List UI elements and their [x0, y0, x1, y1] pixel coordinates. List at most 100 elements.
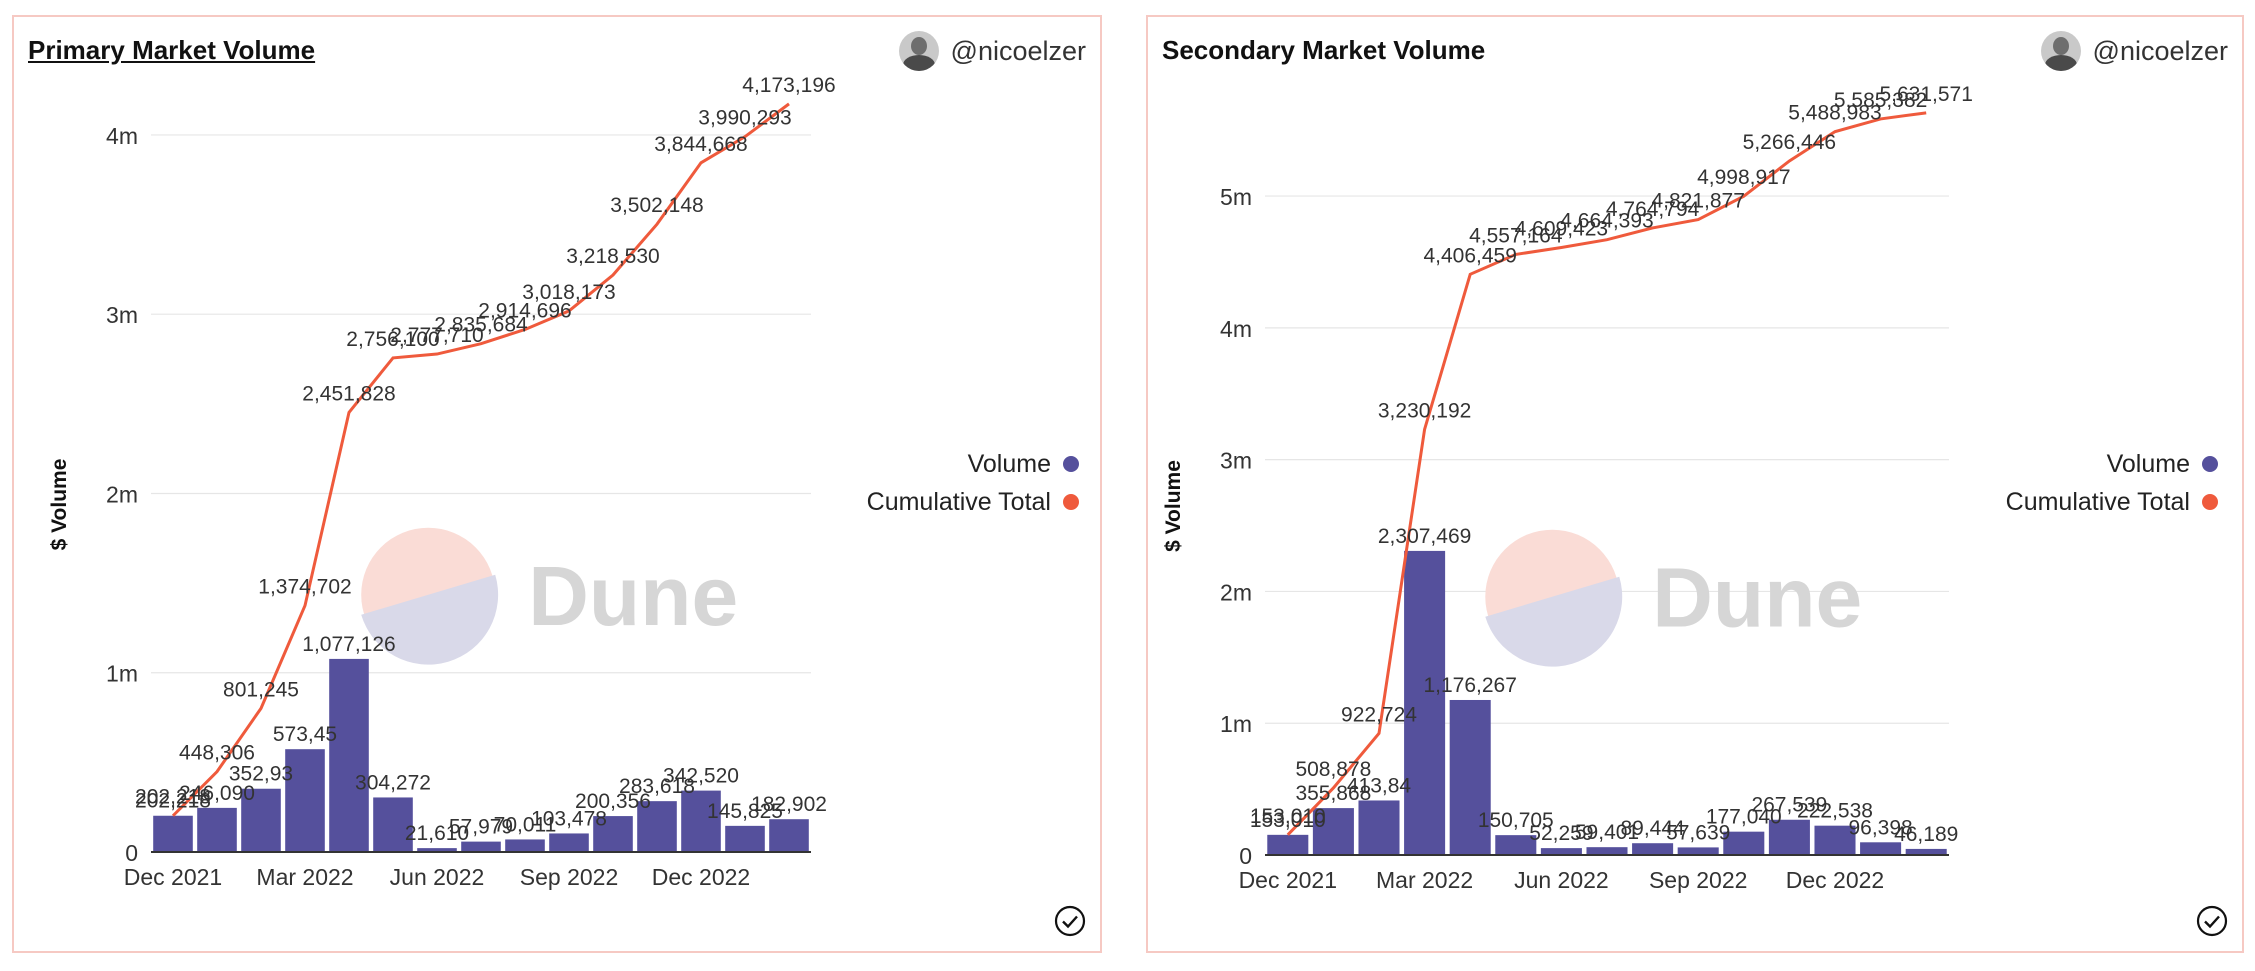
bar-data-label: 89,444 [1620, 817, 1685, 840]
bar-volume [549, 833, 589, 852]
bar-data-label: 182,902 [751, 793, 827, 816]
legend-item-cumulative[interactable]: Cumulative Total [824, 483, 1079, 521]
line-data-label: 4,406,459 [1423, 244, 1516, 267]
bar-data-label: 2,307,469 [1378, 525, 1471, 548]
watermark-text: Dune [528, 549, 738, 643]
line-data-label: 2,451,828 [302, 382, 395, 405]
chart-legend: Volume Cumulative Total [1948, 445, 2218, 521]
bar-volume [505, 839, 545, 852]
chart-title[interactable]: Primary Market Volume [28, 35, 316, 65]
author-badge[interactable]: @nicoelzer [2040, 31, 2228, 71]
legend-dot-volume [2202, 456, 2218, 472]
y-tick-label: 1m [106, 661, 138, 687]
legend-label: Cumulative Total [866, 487, 1051, 516]
check-circle-icon[interactable] [2196, 905, 2228, 937]
x-tick-label: Jun 2022 [390, 864, 485, 890]
bar-volume [1495, 835, 1537, 855]
bar-volume [285, 749, 325, 852]
line-data-label: 5,266,446 [1743, 131, 1836, 154]
chart-title[interactable]: Secondary Market Volume [1162, 35, 1486, 65]
bar-data-label: 267,539 [1751, 794, 1827, 817]
line-data-label: 922,724 [1341, 703, 1417, 726]
author-name: @nicoelzer [950, 35, 1086, 66]
y-tick-label: 0 [125, 840, 138, 866]
line-data-label: 2,756,100 [346, 328, 439, 351]
legend-dot-volume [1063, 456, 1079, 472]
bar-volume [373, 797, 413, 852]
line-data-label: 4,998,917 [1697, 166, 1790, 189]
y-axis-title: $ Volume [1162, 460, 1185, 552]
line-data-label: 5,488,983 [1788, 102, 1881, 125]
bar-volume [1449, 699, 1491, 855]
bar-volume [461, 841, 501, 852]
bar-data-label: 59,401 [1575, 821, 1639, 844]
line-data-label: 4,821,877 [1651, 190, 1744, 213]
watermark-logo-half [361, 574, 499, 665]
author-badge[interactable]: @nicoelzer [898, 31, 1086, 71]
line-data-label: 3,218,530 [566, 245, 659, 268]
legend-item-cumulative[interactable]: Cumulative Total [1948, 483, 2218, 521]
x-tick-label: Dec 2021 [124, 864, 222, 890]
line-data-label: 4,664,393 [1560, 210, 1653, 233]
legend-dot-cumulative [1063, 494, 1079, 510]
y-tick-label: 2m [1220, 579, 1252, 605]
bar-data-label: 145,825 [707, 800, 783, 823]
line-data-label: 3,502,148 [610, 194, 703, 217]
y-axis-title: $ Volume [48, 459, 71, 551]
bar-volume [593, 816, 633, 852]
bar-volume [637, 801, 677, 852]
check-circle-icon[interactable] [1054, 905, 1086, 937]
line-cumulative [1286, 111, 1927, 836]
bar-volume [1632, 843, 1674, 855]
y-tick-label: 3m [1220, 448, 1252, 474]
line-data-label: 4,173,196 [742, 74, 835, 97]
bar-data-label: 46,189 [1894, 823, 1958, 846]
line-data-label: 2,835,684 [434, 314, 528, 337]
x-tick-label: Dec 2022 [1786, 867, 1884, 893]
legend-label: Cumulative Total [2005, 487, 2190, 516]
bar-data-label: 352,93 [229, 763, 293, 786]
watermark-logo-half [1485, 576, 1623, 667]
line-data-label: 4,609,423 [1515, 218, 1608, 241]
bar-data-label: 1,077,126 [302, 633, 395, 656]
bar-volume [1768, 819, 1810, 855]
line-data-label: 4,557,164 [1469, 224, 1563, 247]
legend-label: Volume [967, 449, 1051, 478]
line-data-label: 2,914,696 [478, 299, 571, 322]
line-data-label: 3,230,192 [1378, 399, 1471, 422]
bar-volume [725, 825, 765, 852]
bar-volume [241, 788, 281, 852]
avatar-icon [2040, 31, 2081, 71]
legend-item-volume[interactable]: Volume [1948, 445, 2218, 483]
line-data-label: 801,245 [223, 678, 299, 701]
line-data-label: 153,010 [1250, 805, 1326, 828]
bar-volume [1723, 831, 1765, 855]
bar-data-label: 304,272 [355, 771, 431, 794]
x-tick-label: Sep 2022 [520, 864, 618, 890]
bar-volume [1267, 834, 1309, 855]
legend-item-volume[interactable]: Volume [824, 445, 1079, 483]
bar-data-label: 153,010 [1250, 809, 1326, 832]
y-tick-label: 4m [106, 123, 138, 149]
line-data-label: 3,018,173 [522, 281, 615, 304]
y-tick-label: 2m [106, 481, 138, 507]
chart-panel-primary: Primary Market Volume @nicoelzer 0 1m 2m 3m… [12, 15, 1102, 953]
y-tick-label: 5m [1220, 184, 1252, 210]
chart-legend: Volume Cumulative Total [824, 445, 1079, 521]
bar-volume [153, 815, 193, 852]
bar-volume [197, 807, 237, 852]
bar-data-label: 342,520 [663, 765, 739, 788]
bar-data-label: 96,398 [1848, 816, 1912, 839]
y-tick-label: 4m [1220, 316, 1252, 342]
bar-data-label: 283,618 [619, 775, 695, 798]
bar-volume [1586, 847, 1628, 855]
line-data-label: 3,844,668 [654, 133, 747, 156]
line-data-label: 508,878 [1295, 758, 1371, 781]
bar-data-label: 573,45 [273, 723, 337, 746]
bar-volume [1860, 842, 1902, 855]
secondary-volume-chart: 01m2m3m4m5mDune153,010355,868413,842,307… [1162, 83, 1973, 893]
bar-data-label: 52,259 [1529, 822, 1593, 845]
x-tick-label: Sep 2022 [1649, 867, 1747, 893]
bar-volume [681, 790, 721, 852]
bar-data-label: 150,705 [1478, 809, 1554, 832]
